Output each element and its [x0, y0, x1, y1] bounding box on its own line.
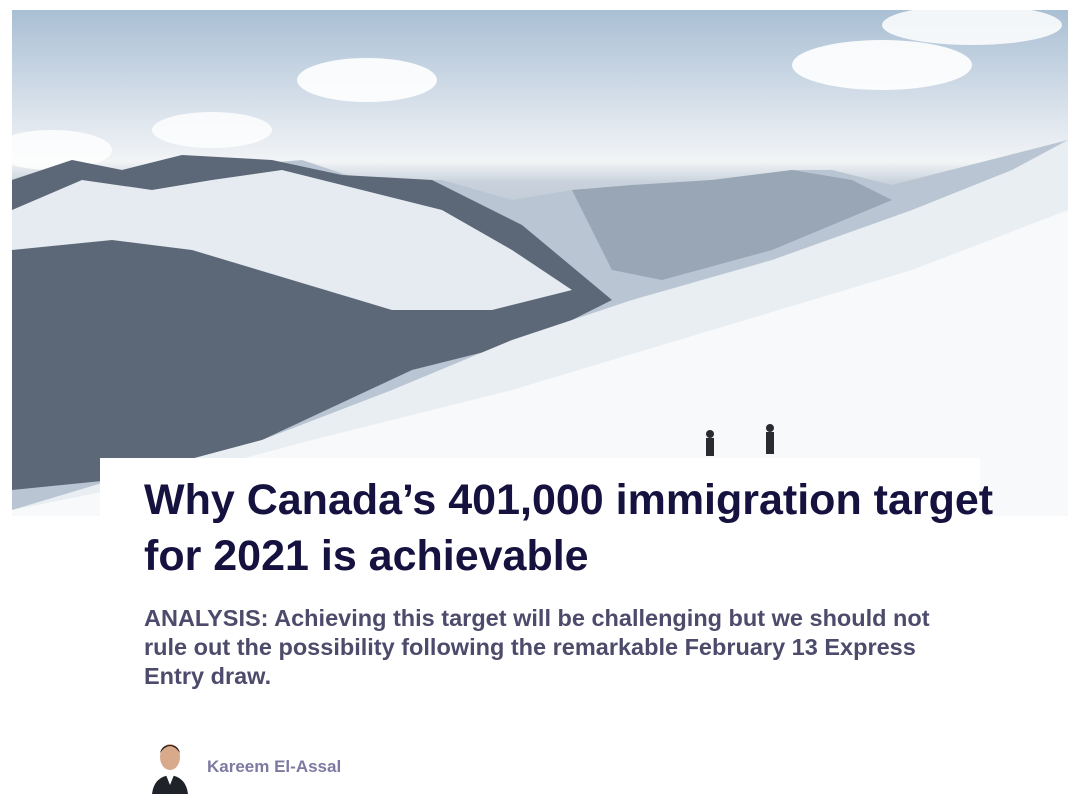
hikers — [706, 424, 774, 456]
headline-card — [100, 458, 980, 518]
byline: Kareem El-Assal — [150, 739, 1044, 794]
article-title[interactable]: Why Canada’s 401,000 immigration target … — [144, 476, 994, 580]
article-header: Why Canada’s 401,000 immigration target … — [144, 472, 1044, 794]
author-avatar[interactable] — [150, 739, 190, 794]
mountain-landscape — [12, 10, 1068, 516]
article-subtitle: ANALYSIS: Achieving this target will be … — [144, 605, 930, 689]
hero-image — [12, 10, 1068, 516]
author-name[interactable]: Kareem El-Assal — [207, 756, 342, 776]
